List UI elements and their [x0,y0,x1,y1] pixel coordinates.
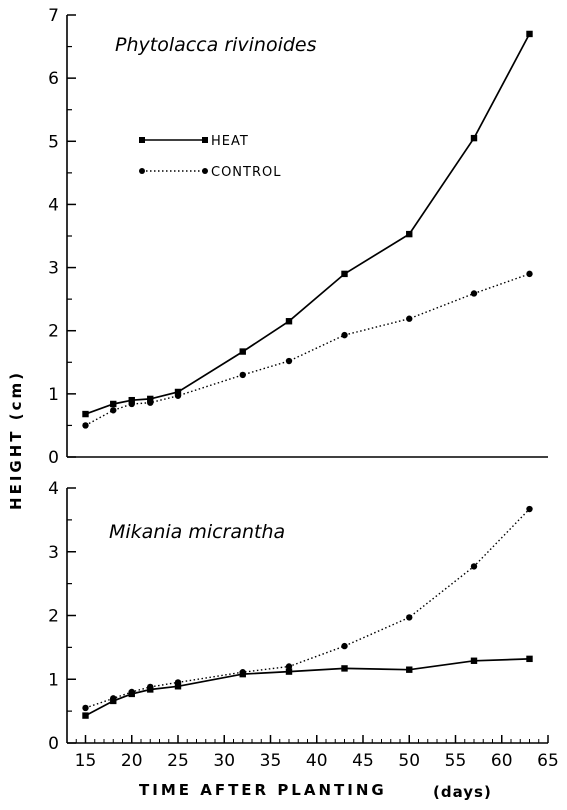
point-control [239,371,246,379]
x-axis-unit: (days) [433,783,492,801]
legend-control-marker [202,168,208,174]
point-heat [147,395,154,403]
point-heat [239,348,246,355]
y-tick-label-bottom: 3 [48,543,59,563]
y-tick-label-top: 0 [48,448,59,468]
point-control [82,704,89,712]
x-tick-label: 15 [75,751,97,771]
panel-mikania: 0 1 2 3 4 15 20 25 30 35 40 45 50 55 60 65 Mikania mic… [48,479,559,771]
x-tick-label: 50 [398,751,420,771]
point-control [147,399,154,406]
y-tick-label-bottom: 4 [48,479,59,499]
x-tick-label: 65 [537,751,559,771]
point-control [526,505,533,513]
x-axis-title: TIME AFTER PLANTING [139,781,387,799]
x-tick-label: 30 [213,751,235,771]
point-heat [470,134,478,142]
point-control [174,679,182,686]
point-heat [526,30,533,38]
point-heat [470,657,478,664]
y-tick-label-bottom: 1 [48,670,59,690]
panel-phytolacca: 0 1 2 3 4 5 6 7 Phytolacca rivinoides HEAT CONT… [48,6,548,468]
x-tick-label: 40 [306,751,328,771]
series-line-heat [85,33,531,415]
legend-control-marker [139,168,145,174]
x-tick-label: 55 [445,751,467,771]
y-tick-label-top: 1 [48,385,59,405]
point-heat [285,668,293,675]
point-heat [174,388,182,396]
point-control [239,669,246,676]
point-heat [406,666,413,673]
panel-title-phytolacca: Phytolacca rivinoides [115,34,317,56]
point-heat [341,665,348,672]
point-control [526,270,533,278]
y-tick-label-top: 3 [48,259,59,279]
panel-title-mikania: Mikania micrantha [109,521,285,543]
point-heat [82,712,89,719]
point-control [110,407,117,414]
legend-heat-marker [139,137,145,143]
point-control [470,290,478,297]
series-line-control [85,273,530,427]
x-tick-label: 60 [491,751,513,771]
point-control [285,357,293,365]
x-tick-label: 35 [260,751,282,771]
legend-heat-label: HEAT [211,134,249,149]
point-control [341,642,348,650]
point-heat [526,655,533,663]
y-tick-label-top: 6 [48,69,59,89]
point-heat [110,400,117,408]
point-control [406,614,413,621]
x-tick-label: 25 [167,751,189,771]
point-control [82,422,89,429]
point-heat [285,318,293,325]
point-control [147,683,154,691]
y-tick-label-bottom: 2 [48,607,59,627]
point-heat [341,270,348,278]
y-tick-label-bottom: 0 [48,734,59,754]
point-control [128,688,135,696]
y-tick-label-top: 4 [48,195,59,215]
point-control [470,563,478,570]
legend-control-label: CONTROL [211,165,281,180]
y-tick-label-top: 7 [48,6,59,26]
y-axis-title: HEIGHT (cm) [7,370,25,510]
point-control [406,315,413,322]
point-control [128,400,135,408]
point-heat [128,396,135,404]
point-control [285,663,293,670]
legend-heat-marker [202,137,208,143]
point-heat [174,683,182,690]
point-control [174,392,182,399]
point-heat [82,410,89,418]
y-tick-label-top: 5 [48,132,59,152]
y-tick-label-top: 2 [48,322,59,342]
point-control [341,331,348,339]
legend: HEAT CONTROL [139,134,281,180]
point-heat [406,230,413,238]
point-control [110,695,117,702]
x-tick-label: 45 [352,751,374,771]
x-tick-label: 20 [121,751,143,771]
